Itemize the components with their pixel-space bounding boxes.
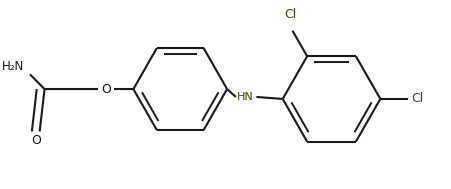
Text: O: O: [101, 83, 111, 96]
Text: O: O: [31, 134, 41, 147]
Text: H₂N: H₂N: [2, 60, 24, 73]
Text: Cl: Cl: [411, 92, 423, 105]
Text: HN: HN: [237, 92, 253, 102]
Text: Cl: Cl: [284, 8, 296, 21]
